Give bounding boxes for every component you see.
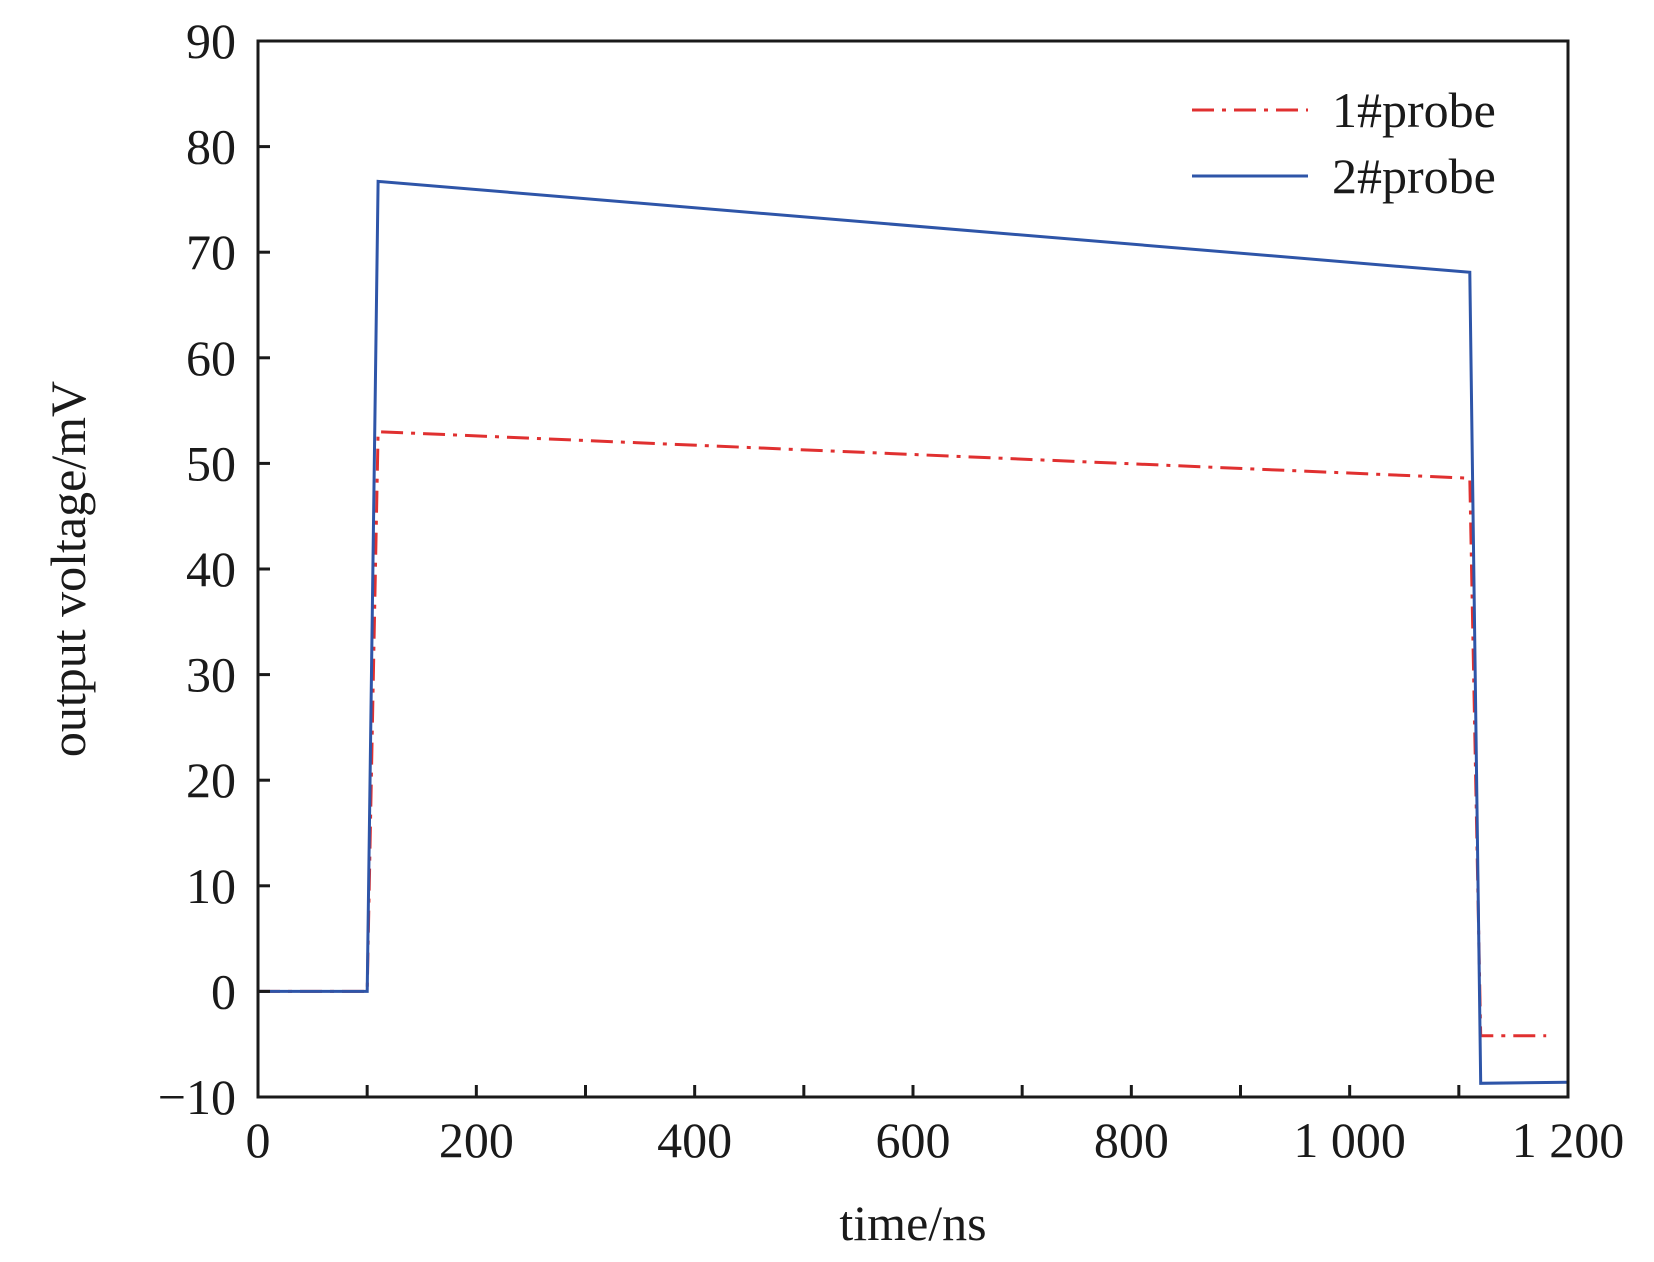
x-axis-ticks: 0 200 400 600 800 1 000 1 200 xyxy=(246,1085,1625,1168)
y-tick-label: 30 xyxy=(186,647,236,703)
y-tick-label: 60 xyxy=(186,330,236,386)
y-tick-label: 50 xyxy=(186,435,236,491)
y-tick-label: −10 xyxy=(158,1069,236,1125)
x-axis-title: time/ns xyxy=(839,1195,986,1251)
legend-label-2: 2#probe xyxy=(1332,148,1496,204)
y-tick-label: 40 xyxy=(186,541,236,597)
y-tick-label: 80 xyxy=(186,119,236,175)
x-tick-label: 1 200 xyxy=(1512,1112,1625,1168)
legend: 1#probe 2#probe xyxy=(1192,82,1496,204)
y-tick-label: 0 xyxy=(211,963,236,1019)
x-tick-label: 400 xyxy=(657,1112,732,1168)
y-tick-label: 10 xyxy=(186,858,236,914)
x-tick-label: 200 xyxy=(439,1112,514,1168)
y-tick-label: 70 xyxy=(186,224,236,280)
y-tick-label: 90 xyxy=(186,13,236,69)
y-axis-title: output voltage/mV xyxy=(40,381,96,757)
legend-label-1: 1#probe xyxy=(1332,82,1496,138)
series-line-1 xyxy=(258,430,1547,1038)
y-axis-ticks: −10 0 10 20 30 40 50 60 70 80 90 xyxy=(158,13,270,1125)
series-line-2 xyxy=(258,179,1569,1085)
x-tick-label: 800 xyxy=(1094,1112,1169,1168)
series-layer xyxy=(258,179,1569,1085)
y-tick-label: 20 xyxy=(186,752,236,808)
x-tick-label: 1 000 xyxy=(1293,1112,1406,1168)
x-tick-label: 0 xyxy=(246,1112,271,1168)
x-tick-label: 600 xyxy=(876,1112,951,1168)
